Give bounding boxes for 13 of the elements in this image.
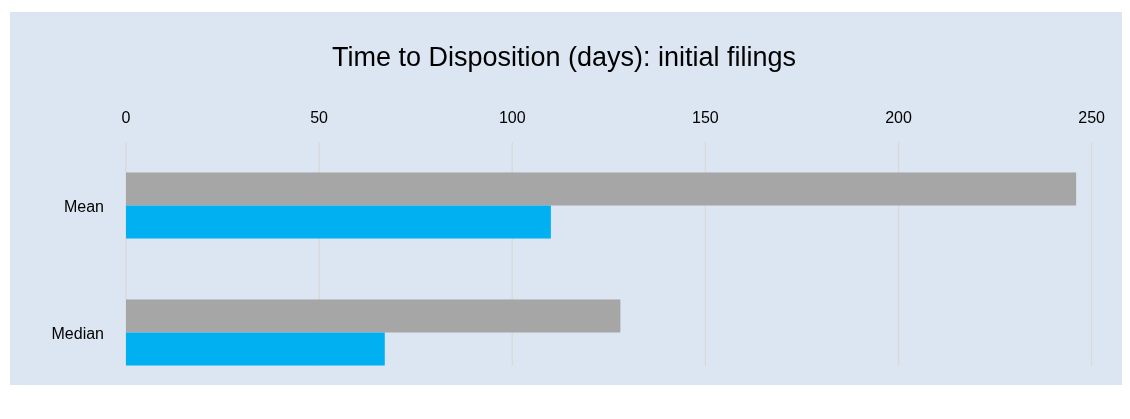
bar [126,205,551,239]
x-tick-label: 200 [885,109,912,126]
y-tick-label: Mean [63,197,104,215]
bar [126,172,1077,206]
chart-title: Time to Disposition (days): initial filings [331,42,797,72]
x-tick-label: 150 [692,109,719,126]
x-tick-label: 0 [121,109,131,126]
x-tick-label: 100 [498,109,526,126]
bar [126,332,385,366]
bar [126,299,621,333]
x-tick-label: 50 [310,109,329,126]
x-tick-label: 250 [1078,109,1106,126]
y-tick-label: Median [51,324,104,342]
